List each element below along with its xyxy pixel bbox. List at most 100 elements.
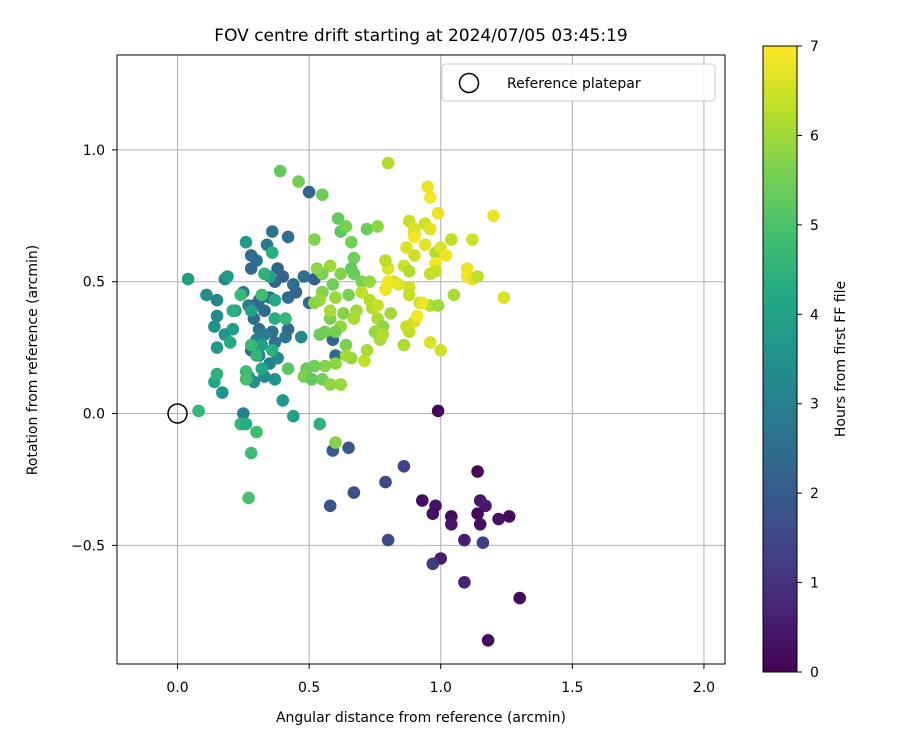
- colorbar-tick-label: 4: [810, 307, 819, 323]
- data-point: [402, 264, 416, 278]
- data-point: [239, 235, 253, 249]
- data-point: [479, 499, 492, 513]
- data-point: [250, 349, 263, 362]
- data-point: [423, 222, 437, 236]
- data-point: [445, 233, 458, 246]
- data-point: [360, 222, 374, 236]
- data-point: [331, 212, 345, 225]
- y-axis-label: Rotation from reference (arcmin): [25, 245, 41, 475]
- data-point: [294, 330, 308, 344]
- data-point: [429, 499, 442, 513]
- data-point: [297, 270, 311, 283]
- data-point: [329, 357, 342, 370]
- data-point: [371, 220, 384, 233]
- data-point: [281, 362, 295, 376]
- data-point: [308, 233, 321, 246]
- data-point: [305, 373, 319, 386]
- data-point: [250, 425, 263, 439]
- data-point: [342, 288, 355, 302]
- data-point: [310, 262, 324, 275]
- data-point: [342, 441, 355, 455]
- data-point: [329, 436, 342, 449]
- data-point: [458, 576, 471, 589]
- data-point: [268, 312, 282, 325]
- data-point: [371, 299, 384, 312]
- data-point: [416, 494, 429, 507]
- data-point: [355, 286, 369, 299]
- data-point: [379, 254, 392, 267]
- data-point: [466, 233, 479, 246]
- data-point: [239, 373, 253, 386]
- data-point: [347, 312, 361, 325]
- data-point: [471, 465, 484, 478]
- data-point: [266, 344, 279, 357]
- data-point: [258, 267, 271, 281]
- data-point: [381, 156, 395, 170]
- data-point: [226, 304, 240, 318]
- data-point: [226, 322, 240, 336]
- data-point: [244, 249, 258, 262]
- data-point: [429, 264, 442, 278]
- data-point: [402, 288, 416, 302]
- data-point: [313, 417, 327, 431]
- data-point: [244, 262, 258, 275]
- data-point: [255, 362, 269, 376]
- data-point: [339, 220, 353, 233]
- data-point: [345, 235, 358, 249]
- colorbar-tick-label: 0: [810, 665, 819, 681]
- data-point: [416, 296, 429, 310]
- data-point: [239, 417, 253, 431]
- data-point: [200, 288, 213, 302]
- data-point: [244, 446, 258, 460]
- y-tick-label: −0.5: [71, 538, 105, 554]
- data-point: [181, 272, 195, 286]
- colorbar-tick-label: 5: [810, 218, 819, 234]
- data-point: [431, 206, 445, 220]
- reference-platepar-marker: [167, 403, 188, 424]
- data-point: [244, 304, 258, 318]
- data-point: [329, 325, 342, 339]
- chart-title: FOV centre drift starting at 2024/07/05 …: [214, 26, 627, 46]
- data-point: [434, 344, 448, 357]
- data-point: [418, 238, 432, 252]
- data-point: [244, 338, 258, 352]
- data-point: [329, 291, 342, 304]
- data-point: [408, 230, 421, 244]
- x-tick-label: 0.5: [298, 680, 320, 696]
- data-point: [473, 518, 487, 531]
- colorbar: [762, 45, 798, 673]
- data-point: [279, 312, 292, 325]
- data-point: [323, 304, 337, 318]
- data-point: [397, 338, 411, 352]
- plot-frame: [116, 54, 726, 665]
- y-tick-label: 0.5: [83, 275, 105, 291]
- y-axis-ticks: −0.5 0.0 0.5 1.0: [71, 143, 117, 554]
- data-point: [497, 291, 511, 304]
- data-point: [266, 225, 279, 238]
- data-point: [302, 185, 316, 199]
- colorbar-tick-label: 7: [810, 39, 819, 55]
- data-point: [381, 275, 395, 289]
- data-point: [384, 307, 398, 320]
- data-point: [358, 354, 371, 368]
- data-point: [381, 533, 395, 547]
- data-point: [337, 307, 350, 320]
- colorbar-tick-label: 2: [810, 486, 819, 502]
- data-point: [326, 278, 340, 291]
- legend-label-reference: Reference platepar: [507, 76, 641, 92]
- data-point: [318, 359, 332, 373]
- data-point: [287, 409, 300, 423]
- data-point: [481, 634, 495, 647]
- data-point: [323, 499, 337, 513]
- data-point: [216, 386, 229, 399]
- data-point: [347, 267, 361, 281]
- reference-marker-group: [167, 403, 188, 424]
- legend-marker-reference: [458, 72, 480, 94]
- data-point: [513, 591, 526, 605]
- colorbar-tick-label: 6: [810, 128, 819, 144]
- x-tick-label: 0.0: [166, 680, 188, 696]
- data-point: [292, 175, 305, 188]
- data-point: [392, 278, 405, 291]
- data-point: [445, 518, 458, 531]
